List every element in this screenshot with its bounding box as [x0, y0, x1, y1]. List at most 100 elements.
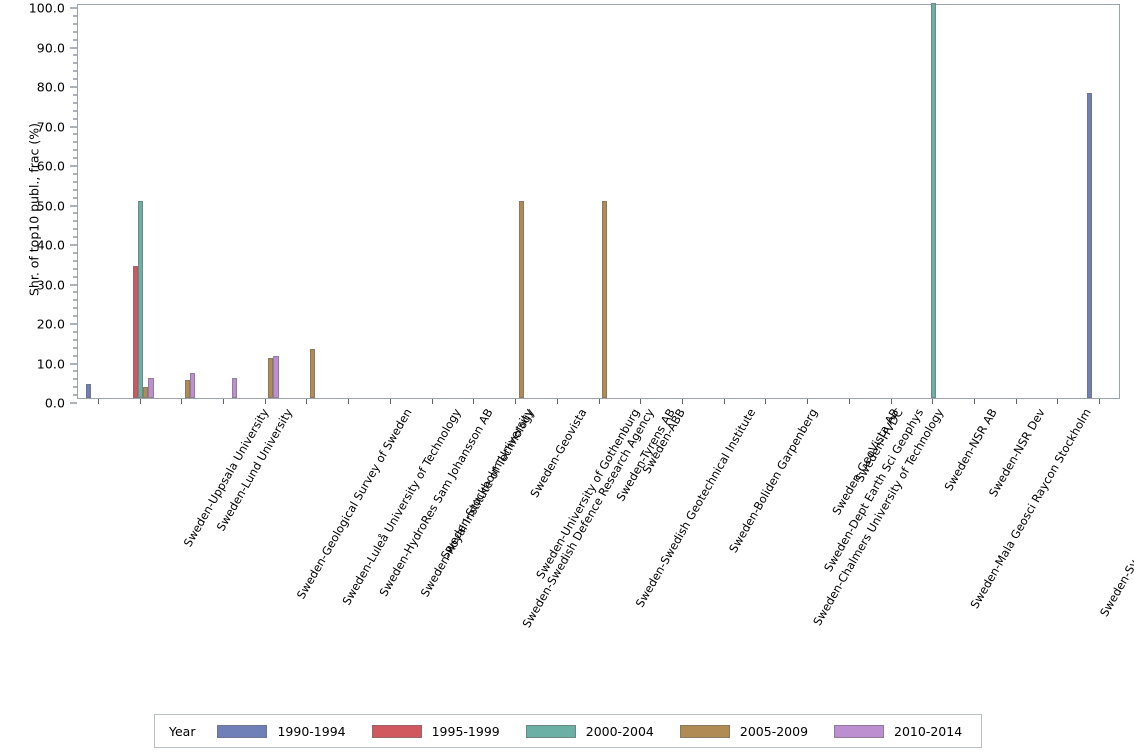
legend-label: 2000-2004: [585, 723, 654, 739]
y-tick-mark: [70, 126, 77, 127]
x-tick-mark: [473, 399, 475, 404]
legend-label: 1995-1999: [431, 723, 500, 739]
y-tick-mark: [70, 47, 77, 48]
bars-layer: [78, 3, 1119, 398]
y-tick-minor-mark: [73, 110, 77, 112]
x-tick-mark: [139, 399, 141, 404]
y-tick-minor-mark: [73, 54, 77, 56]
legend-entry[interactable]: 1995-1999: [371, 723, 500, 739]
bar: [143, 386, 149, 398]
y-tick-minor-mark: [73, 78, 77, 80]
y-tick-minor-mark: [73, 141, 77, 143]
x-tick-mark: [681, 399, 683, 404]
x-tick-label-text: Sweden-Dept Earth Sci Geophys: [820, 406, 926, 575]
y-tick-minor-mark: [73, 378, 77, 380]
y-tick-minor-mark: [73, 386, 77, 388]
x-tick-mark: [723, 399, 725, 404]
y-tick-label: 80.0: [36, 79, 65, 95]
y-tick-mark: [70, 402, 77, 404]
x-tick-mark: [181, 399, 183, 404]
x-tick-mark: [765, 399, 767, 404]
y-tick-minor-mark: [73, 268, 77, 270]
legend-entry[interactable]: 1990-1994: [217, 723, 346, 739]
y-tick-minor-mark: [73, 15, 77, 17]
legend-label: 1990-1994: [277, 723, 346, 739]
x-tick-mark: [556, 399, 558, 404]
y-tick-mark: [70, 284, 77, 285]
x-tick-mark: [890, 399, 892, 404]
y-tick-minor-mark: [73, 212, 77, 214]
y-tick-label: 0.0: [44, 395, 65, 411]
y-tick-minor-mark: [73, 394, 77, 396]
bar: [190, 372, 196, 398]
x-tick-label: Sweden-NSR AB: [941, 406, 999, 493]
y-tick-minor-mark: [73, 307, 77, 309]
y-tick-minor-mark: [73, 252, 77, 254]
x-tick-mark: [348, 399, 350, 404]
bar: [137, 200, 144, 398]
x-tick-label: Sweden-Geovista: [528, 406, 590, 500]
x-tick-mark: [640, 399, 642, 404]
y-tick-minor-mark: [73, 118, 77, 120]
x-tick-mark: [973, 399, 975, 404]
y-tick-minor-mark: [73, 181, 77, 183]
x-tick-mark: [515, 399, 517, 404]
legend-swatch: [371, 724, 422, 738]
y-tick-label: 30.0: [36, 277, 65, 292]
bar: [518, 200, 524, 398]
x-tick-mark: [431, 399, 433, 404]
y-tick-minor-mark: [73, 39, 77, 41]
x-tick-mark: [264, 399, 266, 404]
bar: [1087, 93, 1093, 398]
y-tick-minor-mark: [73, 291, 77, 293]
legend-swatch: [525, 724, 576, 738]
y-tick-label: 70.0: [36, 119, 65, 134]
x-tick-label-text: Sweden-NSR AB: [940, 406, 1000, 494]
legend-entry[interactable]: 2010-2014: [834, 724, 962, 739]
y-tick-minor-mark: [73, 157, 77, 159]
x-tick-mark: [848, 399, 850, 404]
y-tick-label: 60.0: [36, 158, 65, 174]
x-tick-mark: [1057, 399, 1059, 404]
y-tick-label: 100.0: [28, 0, 65, 16]
y-tick-label: 50.0: [36, 198, 65, 213]
x-tick-mark: [389, 399, 391, 404]
y-tick-minor-mark: [73, 228, 77, 230]
bar: [602, 200, 608, 398]
legend-entry[interactable]: 2005-2009: [679, 723, 809, 739]
y-tick-mark: [70, 7, 77, 9]
y-tick-minor-mark: [73, 102, 77, 104]
x-tick-mark: [598, 399, 600, 404]
y-tick-minor-mark: [73, 31, 77, 33]
y-tick-label: 90.0: [36, 40, 65, 55]
bar: [184, 379, 191, 398]
y-tick-label: 10.0: [36, 356, 65, 371]
legend-label: 2010-2014: [894, 723, 963, 739]
y-tick-minor-mark: [73, 133, 77, 135]
y-tick-mark: [70, 323, 77, 325]
legend-label: 2005-2009: [739, 723, 809, 739]
y-tick-mark: [70, 165, 77, 167]
x-tick-mark: [807, 399, 809, 404]
y-tick-minor-mark: [73, 189, 77, 191]
y-tick-minor-mark: [73, 220, 77, 222]
bar: [85, 384, 92, 398]
legend-entry[interactable]: 2000-2004: [525, 723, 654, 739]
x-tick-mark: [932, 399, 934, 404]
legend-swatch: [679, 724, 730, 738]
y-tick-minor-mark: [73, 236, 77, 238]
y-tick-mark: [70, 363, 77, 364]
bar: [148, 377, 154, 398]
bar: [310, 349, 316, 398]
legend: Year 1990-1994 1995-1999 2000-2004 2005-200…: [154, 714, 982, 748]
y-tick-minor-mark: [73, 260, 77, 262]
x-tick-mark: [97, 399, 99, 404]
legend-swatch: [217, 724, 268, 738]
y-tick-minor-mark: [73, 355, 77, 357]
y-tick-minor-mark: [73, 62, 77, 64]
x-tick-label: Sweden-Svensk Kärnbränslehantering AB: [1097, 406, 1134, 619]
y-tick-minor-mark: [73, 149, 77, 151]
y-axis: Shr. of top10 publ., frac (%) 0.0 10.0 20.…: [0, 0, 77, 411]
y-tick-label: 40.0: [36, 237, 65, 253]
